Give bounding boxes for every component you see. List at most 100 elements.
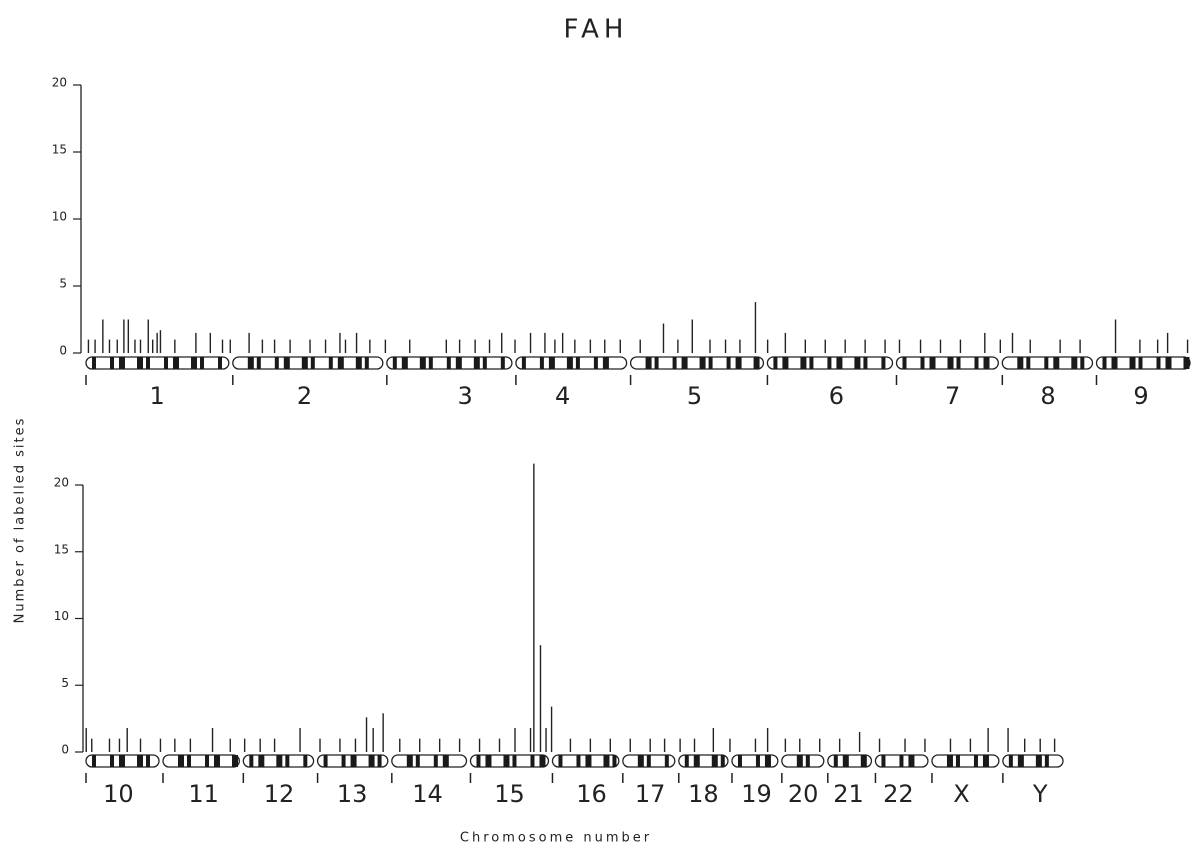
chromosome-band <box>110 357 114 369</box>
chromosome-label: 12 <box>264 780 295 808</box>
chromosome-band <box>672 357 677 369</box>
chromosome-label: 8 <box>1040 382 1055 410</box>
chromosome <box>895 356 999 370</box>
chromosome-band <box>328 357 333 369</box>
chromosome-band <box>178 755 185 767</box>
chromosome-band <box>920 357 925 369</box>
chromosome-label: 17 <box>635 780 666 808</box>
chromosome-band <box>301 357 308 369</box>
chromosome-band <box>947 357 954 369</box>
chromosome-band <box>1129 357 1136 369</box>
chromosome-band <box>773 357 778 369</box>
chromosome-band <box>1053 357 1060 369</box>
chromosome-band <box>1138 357 1143 369</box>
chromosome-band <box>406 755 413 767</box>
chromosome-band <box>137 755 143 767</box>
chromosome-band <box>566 357 573 369</box>
chromosome-band <box>973 755 978 767</box>
chromosome-band <box>899 755 904 767</box>
chromosome-band <box>737 755 742 767</box>
chromosome-label: Y <box>1032 780 1048 808</box>
chromosome-label: 7 <box>945 382 960 410</box>
chromosome-band <box>173 357 179 369</box>
chromosome-band <box>974 357 979 369</box>
chromosome-band <box>982 755 989 767</box>
chromosome-band <box>205 755 210 767</box>
chromosome-label: 1 <box>149 382 164 410</box>
chromosome-band <box>473 357 480 369</box>
y-tick-label: 5 <box>59 277 67 291</box>
chromosome-label: 6 <box>829 382 844 410</box>
chromosome-band <box>1044 357 1049 369</box>
chromosome-band <box>753 357 760 369</box>
chromosome-band <box>576 755 581 767</box>
chromosome-band <box>503 755 510 767</box>
chromosome-label: 3 <box>458 382 473 410</box>
y-tick-label: 10 <box>54 609 69 623</box>
chromosome <box>232 356 384 370</box>
chromosome-band <box>1035 755 1042 767</box>
chromosome-band <box>337 357 344 369</box>
chromosome-band <box>1026 357 1031 369</box>
chromosome-band <box>442 755 449 767</box>
chromosome-band <box>355 357 362 369</box>
chromosome <box>391 754 468 768</box>
chromosome-band <box>908 755 915 767</box>
chromosome-band <box>187 755 192 767</box>
chromosome-label: 18 <box>688 780 719 808</box>
chromosome-band <box>164 357 168 369</box>
chromosome-band <box>796 755 803 767</box>
chromosome-band <box>1183 357 1190 369</box>
chromosome-band <box>664 755 669 767</box>
chromosome-band <box>1102 357 1107 369</box>
y-tick-label: 20 <box>52 76 67 90</box>
chromosome-band <box>684 755 689 767</box>
chromosome-label: 9 <box>1133 382 1148 410</box>
chromosome-label: 2 <box>297 382 312 410</box>
chromosome-band <box>1071 357 1078 369</box>
chromosome-band <box>214 755 221 767</box>
chromosome-band <box>521 357 526 369</box>
chromosome-band <box>755 755 760 767</box>
chromosome-band <box>323 755 328 767</box>
y-tick-label: 10 <box>52 210 67 224</box>
chromosome-band <box>637 755 644 767</box>
chromosome-band <box>539 755 546 767</box>
chromosome-band <box>285 755 290 767</box>
chromosome-band <box>681 357 688 369</box>
chromosome-band <box>645 357 652 369</box>
chromosome-band <box>258 755 265 767</box>
chromosome-band <box>654 357 659 369</box>
chromosome-band <box>735 357 742 369</box>
chromosome-band <box>256 357 261 369</box>
y-tick-label: 0 <box>59 344 67 358</box>
chromosome-band <box>455 357 462 369</box>
chromosome-label: 21 <box>833 780 864 808</box>
chromosome-band <box>881 755 886 767</box>
chromosome-band <box>110 755 114 767</box>
chromosome-band <box>283 357 290 369</box>
chromosome-band <box>247 357 254 369</box>
chromosome-band <box>191 357 197 369</box>
chromosome-band <box>401 357 408 369</box>
chromosome-band <box>392 357 397 369</box>
chromosome-band <box>119 755 125 767</box>
chromosome-label: 5 <box>687 382 702 410</box>
chromosome-band <box>200 357 204 369</box>
chart-title: FAH <box>564 15 629 45</box>
chromosome-band <box>809 357 814 369</box>
chromosome-label: 11 <box>188 780 219 808</box>
chromosome-band <box>782 357 789 369</box>
chromosome-band <box>500 357 505 369</box>
chromosome-band <box>539 357 544 369</box>
chromosome-band <box>693 755 700 767</box>
chromosome-band <box>955 755 960 767</box>
chromosome <box>85 356 230 370</box>
chromosome-band <box>842 755 849 767</box>
chromosome-band <box>146 357 150 369</box>
chromosome-label: 13 <box>337 780 368 808</box>
chromosome-band <box>415 755 420 767</box>
chromosome-band <box>720 755 725 767</box>
chromosome <box>162 754 240 768</box>
